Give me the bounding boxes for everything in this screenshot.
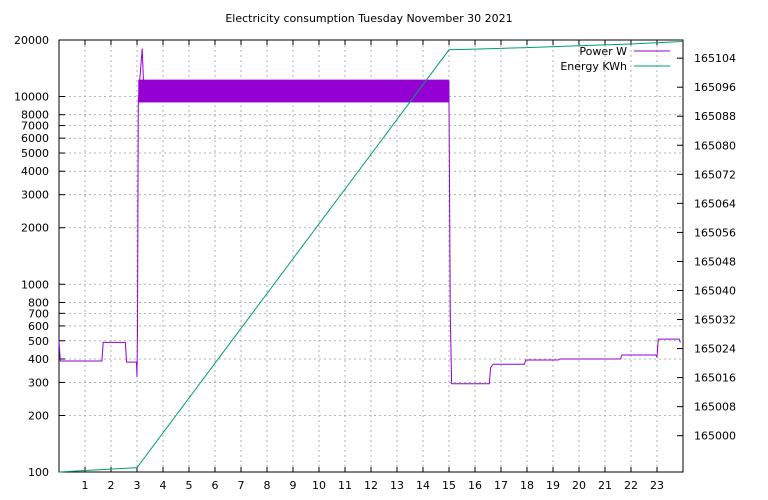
data-layer <box>58 40 684 473</box>
x-tick-label: 16 <box>468 479 482 492</box>
x-tick-label: 12 <box>364 479 378 492</box>
y-left-tick-label: 6000 <box>21 132 49 145</box>
y-right-tick-label: 165032 <box>694 314 736 327</box>
x-tick-label: 13 <box>390 479 404 492</box>
x-tick-label: 6 <box>212 479 219 492</box>
y-right-tick-label: 165000 <box>694 430 736 443</box>
grid-lines <box>59 39 683 473</box>
y-left-tick-label: 800 <box>28 296 49 309</box>
x-tick-label: 14 <box>416 479 430 492</box>
x-tick-label: 19 <box>546 479 560 492</box>
legend-label-0: Power W <box>579 45 627 58</box>
x-tick-label: 17 <box>494 479 508 492</box>
y-right-tick-label: 165040 <box>694 284 736 297</box>
x-tick-label: 22 <box>624 479 638 492</box>
x-tick-label: 10 <box>312 479 326 492</box>
x-tick-label: 11 <box>338 479 352 492</box>
plot-frame <box>58 39 684 473</box>
series-band-0 <box>138 79 450 103</box>
x-tick-label: 9 <box>290 479 297 492</box>
x-tick-label: 5 <box>186 479 193 492</box>
y-right-tick-label: 165024 <box>694 343 736 356</box>
y-left-tick-label: 100 <box>28 466 49 479</box>
chart-title: Electricity consumption Tuesday November… <box>225 12 512 25</box>
y-left-tick-label: 8000 <box>21 109 49 122</box>
y-left-tick-label: 400 <box>28 353 49 366</box>
y-left-tick-label: 500 <box>28 335 49 348</box>
y-right-tick-label: 165016 <box>694 372 736 385</box>
y-right-tick-label: 165048 <box>694 255 736 268</box>
legend: Power W Energy KWh <box>560 45 670 73</box>
y-left-tick-label: 4000 <box>21 165 49 178</box>
x-tick-label: 20 <box>572 479 586 492</box>
y-left-tick-label: 5000 <box>21 147 49 160</box>
series-line-1 <box>58 40 684 473</box>
x-tick-label: 8 <box>264 479 271 492</box>
y-right-tick-label: 165008 <box>694 401 736 414</box>
x-tick-label: 1 <box>82 479 89 492</box>
x-tick-label: 3 <box>134 479 141 492</box>
y-left-tick-label: 20000 <box>14 34 49 47</box>
y-left-tick-label: 200 <box>28 409 49 422</box>
y-right-tick-label: 165088 <box>694 110 736 123</box>
x-tick-label: 15 <box>442 479 456 492</box>
y-left-tick-label: 1000 <box>21 278 49 291</box>
y-left-tick-label: 300 <box>28 376 49 389</box>
series-line-0 <box>58 48 681 385</box>
y-left-tick-label: 7000 <box>21 120 49 133</box>
axes: 1 2 3 4 5 6 7 8 9 10 11 12 13 14 15 16 17 18 19 20 21 22 23100… <box>14 34 736 492</box>
y-right-tick-label: 165080 <box>694 139 736 152</box>
x-tick-label: 7 <box>238 479 245 492</box>
y-left-tick-label: 700 <box>28 307 49 320</box>
y-left-tick-label: 600 <box>28 320 49 333</box>
x-tick-label: 4 <box>160 479 167 492</box>
y-left-tick-label: 3000 <box>21 189 49 202</box>
y-right-tick-label: 165056 <box>694 226 736 239</box>
x-tick-label: 23 <box>650 479 664 492</box>
x-tick-label: 21 <box>598 479 612 492</box>
x-tick-label: 2 <box>108 479 115 492</box>
legend-label-1: Energy KWh <box>560 60 627 73</box>
y-left-tick-label: 10000 <box>14 91 49 104</box>
x-tick-label: 18 <box>520 479 534 492</box>
y-right-tick-label: 165072 <box>694 168 736 181</box>
y-right-tick-label: 165104 <box>694 52 736 65</box>
y-right-tick-label: 165096 <box>694 81 736 94</box>
y-right-tick-label: 165064 <box>694 197 736 210</box>
y-left-tick-label: 2000 <box>21 222 49 235</box>
